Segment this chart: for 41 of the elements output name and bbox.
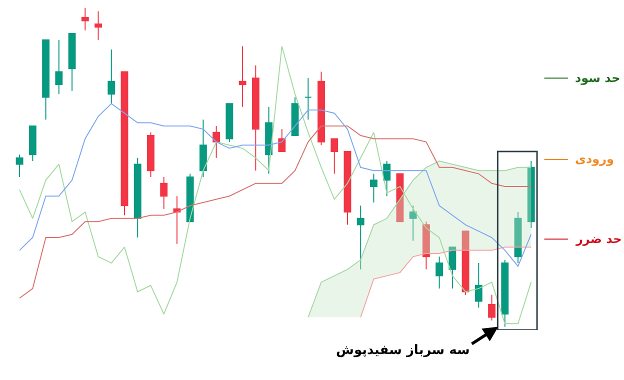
candlestick [396, 173, 404, 222]
candlestick [68, 33, 76, 92]
candlestick [212, 125, 220, 158]
candlestick [134, 157, 142, 238]
candlestick [462, 230, 470, 296]
candlestick [108, 48, 116, 104]
text: سه سرباز سفیدپوش [336, 343, 470, 358]
candlestick [448, 246, 456, 290]
candlestick [94, 10, 102, 40]
candlestick [160, 176, 168, 210]
candlestick [318, 71, 325, 146]
candlestick [370, 173, 378, 203]
candlestick [173, 196, 181, 244]
candlestick [265, 106, 272, 174]
candlestick [81, 8, 89, 31]
candlestick [16, 154, 24, 178]
ref-line-label: ورودی [575, 152, 614, 166]
ref-line-label: حد سود [575, 71, 620, 85]
candlestick [501, 259, 509, 328]
candlestick [527, 160, 535, 228]
candlestick [436, 256, 444, 290]
candlestick [238, 46, 246, 108]
candlestick [55, 39, 63, 95]
candlestick [474, 262, 482, 308]
candlestick [330, 138, 338, 174]
candlestick [120, 71, 128, 216]
candlestick [147, 132, 154, 178]
candlestick [291, 96, 299, 136]
candlestick [199, 119, 207, 178]
candlestick [383, 160, 391, 197]
candlestick [344, 150, 352, 226]
candlestick [226, 103, 234, 142]
candlestick [304, 78, 312, 120]
candlestick [252, 64, 260, 172]
candlestick [42, 39, 50, 120]
ref-line-label: حد ضرر [575, 232, 622, 246]
candlestick [186, 173, 194, 222]
candlestick [278, 128, 286, 152]
candlestick [28, 125, 36, 162]
candlestick [356, 205, 364, 270]
candlestick [488, 294, 496, 321]
